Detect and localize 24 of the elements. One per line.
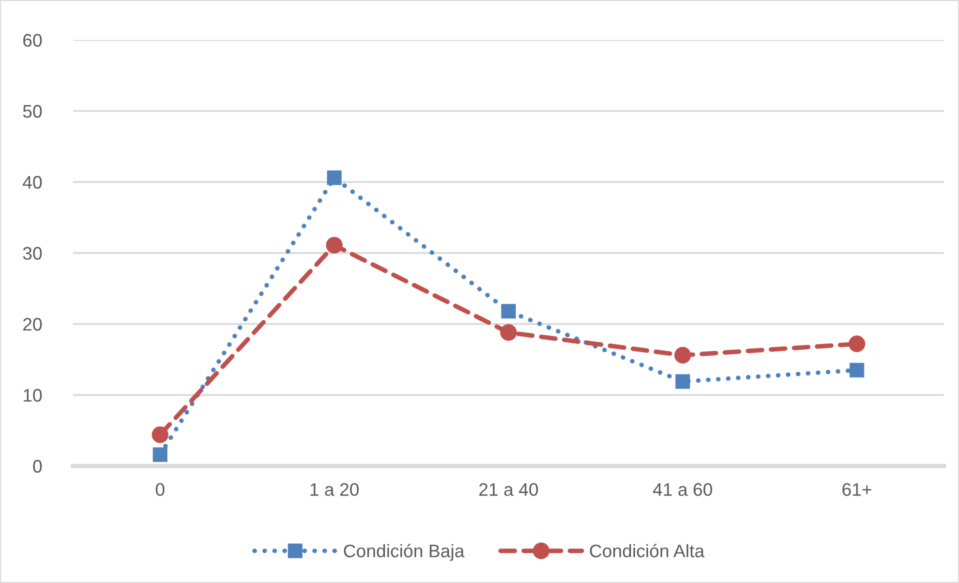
legend-label: Condición Alta [590,544,704,558]
y-tick-label: 10 [24,388,42,402]
point [850,362,864,378]
x-tick-label: 61+ [842,483,872,496]
x-tick-label: 0 [156,483,164,496]
y-tick-label: 20 [23,318,42,331]
point [152,447,168,462]
point [327,170,342,186]
x-tick-label: 21 a 40 [479,483,538,496]
legend-label: Condición Baja [344,544,464,561]
y-tick-label: 30 [23,246,42,260]
x-tick-label: 41 a 60 [652,483,712,496]
y-tick-label: 0 [33,460,42,473]
point [152,426,168,444]
point [500,324,517,341]
point [501,304,516,319]
point [326,236,343,254]
point [848,336,866,352]
y-tick-label: 40 [22,176,42,189]
point [674,346,692,364]
point [675,374,690,389]
y-tick-label: 60 [23,34,42,47]
x-tick-label: 1 a 20 [310,483,359,496]
y-tick-label: 50 [23,104,42,118]
